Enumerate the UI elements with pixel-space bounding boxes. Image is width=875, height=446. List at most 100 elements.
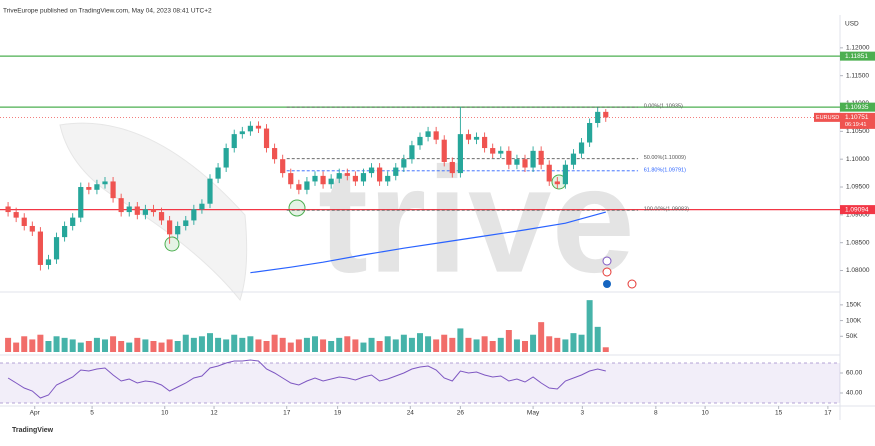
candle-body (506, 150, 512, 165)
candle-body (457, 134, 463, 174)
candle-body (94, 184, 100, 190)
event-icon[interactable] (602, 256, 612, 266)
volume-bar (336, 337, 343, 352)
volume-bar (538, 322, 545, 352)
rsi-line (7, 359, 606, 399)
candle-body (449, 161, 455, 174)
candle-body (70, 217, 76, 226)
event-icon[interactable] (603, 280, 611, 288)
candle-body (368, 167, 375, 174)
volume-bar (69, 339, 76, 352)
candle-body (78, 187, 84, 218)
volume-bar (344, 336, 351, 352)
volume-tick-label: 100K (846, 317, 862, 324)
candle-body (409, 145, 415, 160)
candle-body (288, 173, 294, 185)
y-tick-label: 1.11500 (846, 72, 869, 79)
volume-bar (53, 336, 60, 352)
volume-bar (530, 334, 537, 352)
volume-bar (45, 341, 52, 352)
candle-body (570, 153, 577, 165)
event-icon[interactable] (627, 279, 637, 289)
volume-bar (425, 336, 432, 352)
x-tick-label: 26 (457, 410, 465, 417)
candle-body (320, 175, 326, 185)
candle-body (304, 181, 310, 190)
candle-body (158, 212, 165, 221)
candle-body (110, 181, 116, 199)
volume-bar (489, 341, 496, 352)
y-tick-label: 1.09500 (846, 184, 870, 191)
volume-bar (376, 341, 383, 352)
volume-bar (150, 341, 157, 352)
candle-body (45, 259, 52, 265)
candle-body (603, 111, 609, 118)
symbol-label: EURUSD (816, 115, 839, 121)
candle-body (401, 159, 407, 168)
fib-label: 50.00%(1.10009) (644, 155, 686, 161)
candle-body (247, 125, 253, 132)
candle-body (473, 136, 480, 140)
rsi-band (0, 363, 840, 403)
candle-body (29, 225, 35, 232)
candle-body (167, 220, 173, 235)
countdown: 06:19:41 (845, 122, 866, 128)
price-badge-label: 1.09094 (845, 206, 869, 213)
moving-average (250, 211, 606, 274)
volume-bar (473, 339, 480, 352)
volume-bar (247, 336, 254, 352)
y-tick-label: 1.08000 (846, 267, 870, 274)
candle-body (134, 206, 140, 215)
candle-body (53, 237, 60, 260)
volume-bar (513, 339, 520, 352)
candle-body (13, 212, 19, 218)
y-tick-label: 1.10500 (846, 128, 870, 135)
volume-bar (279, 337, 286, 352)
volume-bar (110, 336, 117, 352)
volume-bar (142, 339, 149, 352)
candle-body (126, 206, 132, 213)
price-badge (840, 112, 875, 129)
x-tick-label: 5 (90, 410, 94, 417)
volume-bar (126, 342, 133, 352)
candle-body (255, 125, 262, 129)
y-tick-label: 1.12000 (846, 45, 870, 52)
candle-body (207, 178, 213, 204)
x-tick-label: 12 (210, 410, 218, 417)
volume-bar (594, 326, 601, 352)
volume-bar (433, 339, 440, 352)
volume-bar (417, 333, 423, 352)
candle-body (296, 184, 302, 190)
candle-body (215, 167, 221, 179)
candle-body (191, 209, 197, 221)
volume-bar (328, 341, 335, 352)
y-tick-label: 1.10000 (846, 156, 870, 163)
volume-bar (198, 336, 205, 352)
last-price-label: 1.10751 (845, 114, 869, 121)
candle-body (86, 187, 92, 190)
price-badge (840, 205, 875, 215)
volume-bar (384, 336, 391, 352)
candle-body (223, 148, 229, 168)
volume-bar (29, 339, 36, 352)
volume-bar (602, 347, 609, 352)
volume-tick-label: 50K (846, 333, 858, 340)
candle-body (482, 136, 488, 149)
candle-body (433, 131, 439, 140)
candle-body (263, 128, 270, 149)
candle-body (498, 150, 504, 154)
watermark: trive (318, 136, 635, 304)
candle-body (546, 164, 552, 182)
x-tick-label: 15 (775, 410, 783, 417)
price-badge-label: 1.10935 (845, 104, 869, 111)
x-tick-label: 17 (283, 410, 291, 417)
candle-body (595, 111, 601, 123)
volume-bar (392, 339, 399, 352)
volume-bar (586, 300, 593, 352)
candle-body (37, 231, 43, 265)
candle-body (538, 150, 544, 165)
volume-bar (505, 330, 512, 352)
volume-bar (312, 336, 318, 352)
candle-body (231, 134, 237, 149)
event-icon[interactable] (602, 267, 612, 277)
